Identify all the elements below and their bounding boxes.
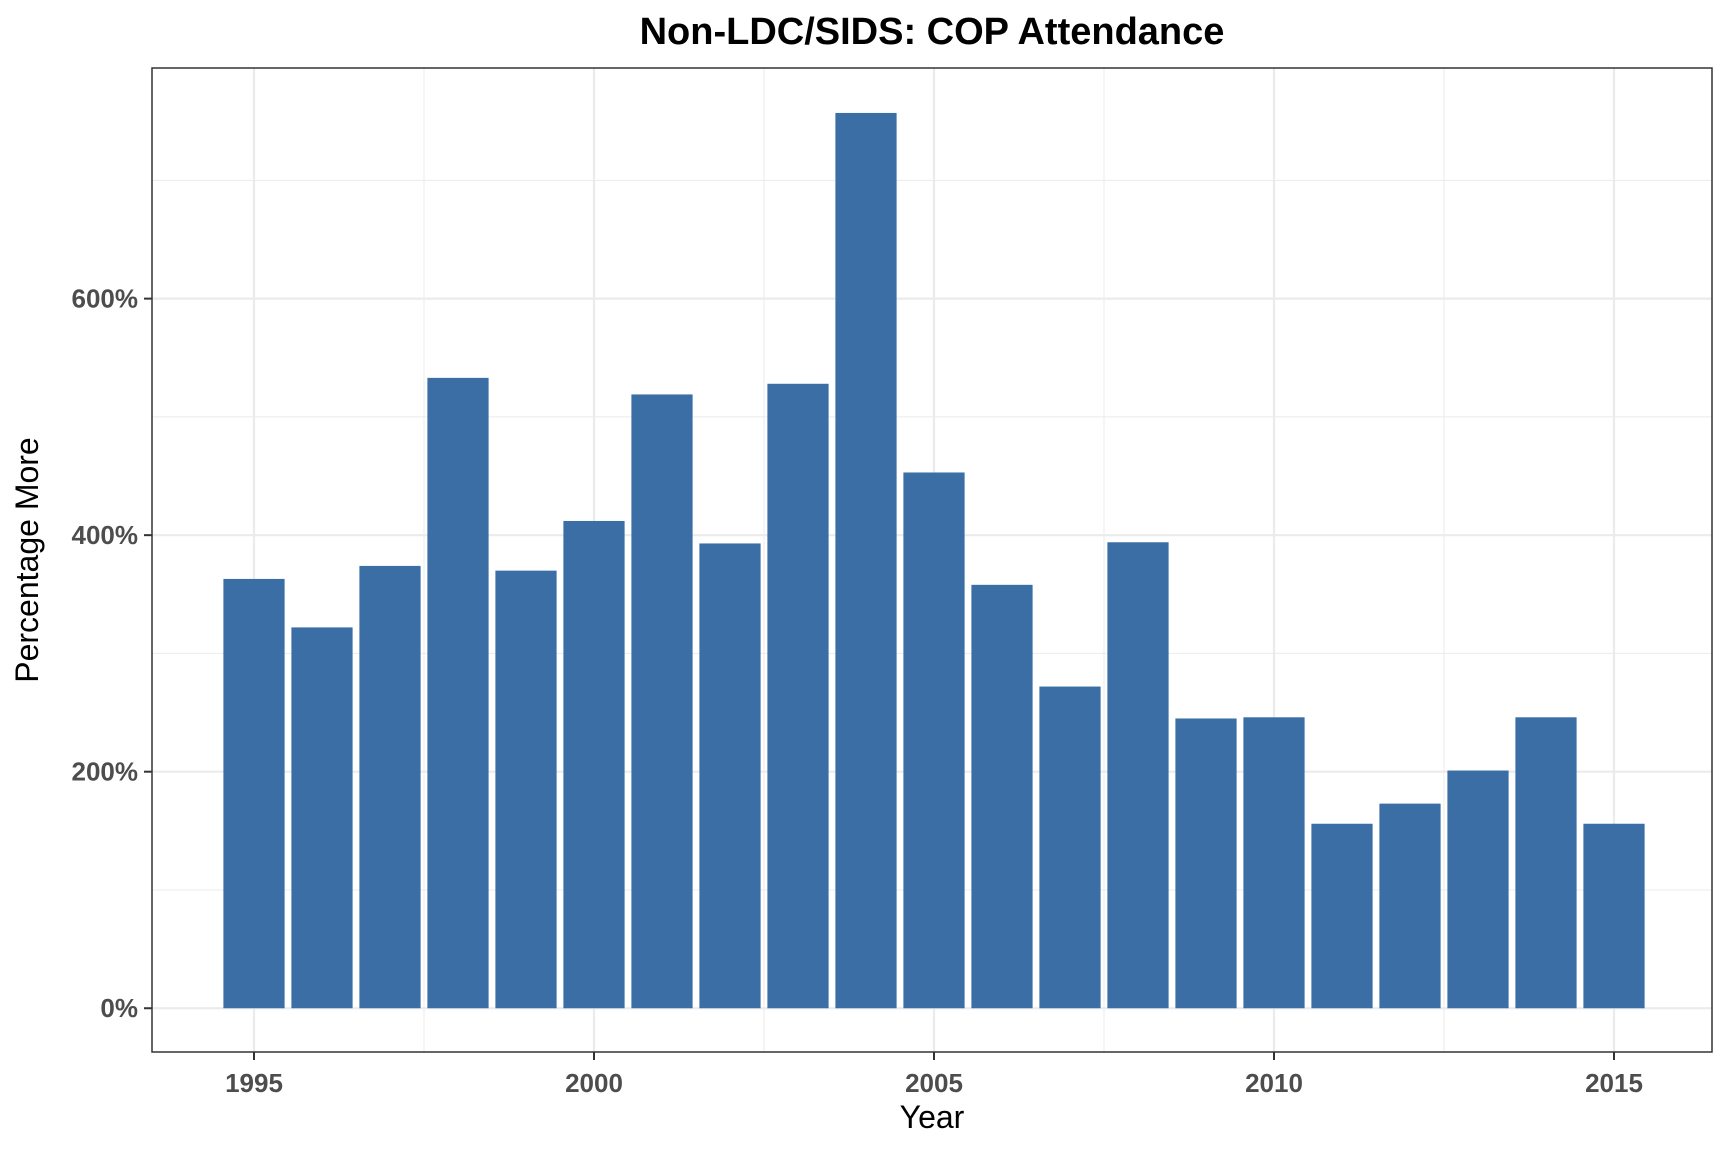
bar-2000 <box>563 520 625 1009</box>
bar-2015 <box>1583 823 1645 1009</box>
bar-2010 <box>1243 717 1305 1009</box>
bar-2013 <box>1447 770 1509 1009</box>
y-axis-title: Percentage More <box>9 437 45 682</box>
bar-2012 <box>1379 803 1441 1009</box>
x-tick-label: 2015 <box>1585 1068 1643 1098</box>
panel-border <box>151 67 1713 1053</box>
bar-2002 <box>699 543 761 1009</box>
bar-2008 <box>1107 542 1169 1009</box>
chart-title: Non-LDC/SIDS: COP Attendance <box>640 11 1225 53</box>
bar-2014 <box>1515 717 1577 1009</box>
bar-2011 <box>1311 823 1373 1009</box>
x-tick-label: 1995 <box>225 1068 283 1098</box>
y-tick-label: 200% <box>72 757 139 787</box>
bar-2004 <box>835 112 897 1009</box>
x-tick-label: 2005 <box>905 1068 963 1098</box>
x-axis-title: Year <box>900 1099 965 1135</box>
x-tick-label: 2010 <box>1245 1068 1303 1098</box>
bar-2005 <box>903 472 965 1009</box>
bar-2001 <box>631 394 693 1009</box>
bar-2007 <box>1039 686 1101 1009</box>
y-tick-label: 0% <box>100 993 138 1023</box>
bar-1998 <box>427 377 489 1009</box>
bar-1995 <box>223 578 285 1009</box>
y-tick-label: 400% <box>72 520 139 550</box>
y-axis-ticks: 0% 200% 400% 600% <box>72 284 152 1023</box>
bar-1997 <box>359 565 421 1009</box>
x-tick-label: 2000 <box>565 1068 623 1098</box>
bar-1996 <box>291 627 353 1009</box>
x-axis-ticks: 1995 2000 2005 2010 2015 <box>225 1052 1643 1098</box>
bar-2006 <box>971 584 1033 1009</box>
bar-1999 <box>495 570 557 1009</box>
bar-2009 <box>1175 718 1237 1009</box>
y-tick-label: 600% <box>72 284 139 314</box>
bars <box>223 112 1645 1009</box>
bar-2003 <box>767 383 829 1009</box>
